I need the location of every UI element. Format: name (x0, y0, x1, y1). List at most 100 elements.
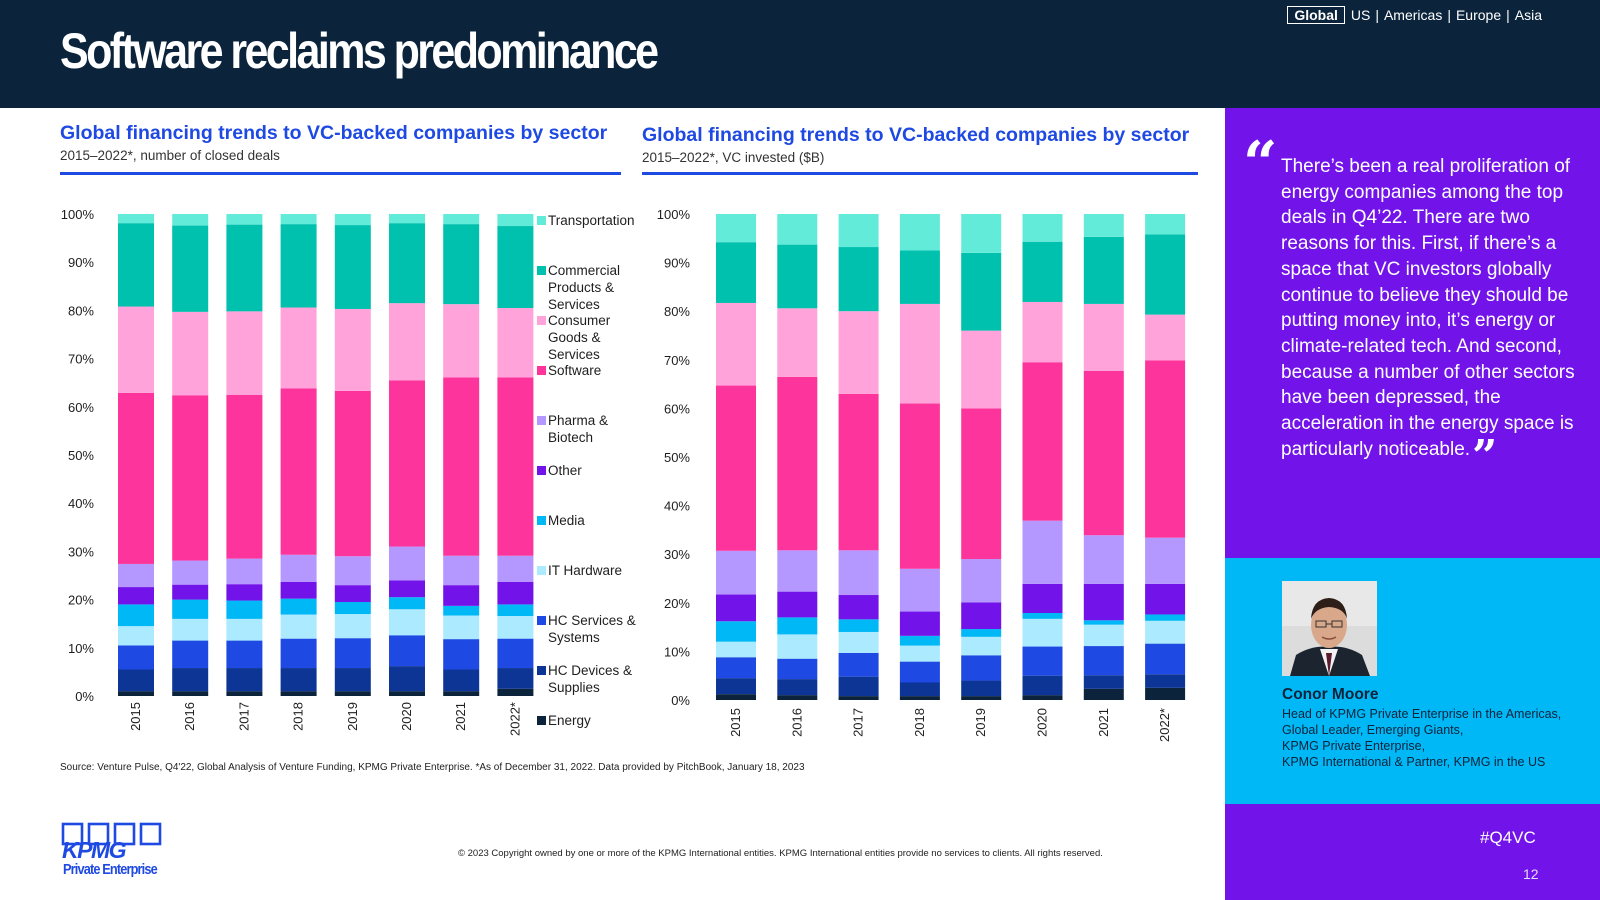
bar-segment-hc-services-systems-2022 (1145, 643, 1186, 675)
bar-segment-consumer-goods-services-2019 (334, 308, 371, 391)
bar-segment-software-2022 (1145, 360, 1186, 538)
region-separator: | (1447, 7, 1451, 23)
bar-segment-energy-2022 (497, 688, 534, 696)
bar-segment-hc-services-systems-2015 (716, 657, 756, 679)
bar-segment-energy-2019 (334, 691, 371, 696)
region-tab-europe[interactable]: Europe (1455, 7, 1502, 23)
person-role-line: Head of KPMG Private Enterprise in the A… (1282, 707, 1562, 721)
bar-segment-consumer-goods-services-2016 (777, 308, 818, 377)
bar-segment-media-2020 (1022, 613, 1063, 619)
bar-segment-it-hardware-2021 (1083, 624, 1124, 647)
bar-segment-pharma-biotech-2021 (1083, 535, 1124, 584)
bar-segment-pharma-biotech-2015 (716, 550, 756, 595)
legend-label-consumer-goods-services: Services (548, 347, 600, 362)
bar-segment-consumer-goods-services-2015 (118, 306, 154, 393)
deals-chart-title: Global financing trends to VC-backed com… (60, 122, 608, 144)
bar-segment-transportation-2022 (497, 214, 534, 227)
bar-segment-hc-services-systems-2022 (497, 638, 534, 669)
region-tab-us[interactable]: US (1350, 7, 1371, 23)
bar-segment-commercial-products-services-2018 (280, 224, 317, 308)
bar-segment-hc-devices-supplies-2019 (334, 668, 371, 692)
legend-label-energy: Energy (548, 713, 591, 728)
bar-segment-media-2015 (716, 621, 756, 642)
bar-segment-media-2019 (334, 602, 371, 615)
bar-segment-hc-services-systems-2020 (389, 635, 425, 667)
header-bar: Software reclaims predominance Global US… (0, 0, 1600, 108)
page-title: Software reclaims predominance (60, 23, 659, 79)
bar-segment-hc-services-systems-2021 (443, 639, 480, 670)
bar-segment-software-2018 (280, 388, 317, 555)
bar-segment-media-2021 (1083, 620, 1124, 625)
bar-segment-hc-devices-supplies-2020 (389, 666, 425, 692)
x-category-label: 2019 (973, 708, 988, 737)
legend-label-pharma-biotech: Pharma & (548, 413, 608, 428)
bar-segment-pharma-biotech-2018 (280, 554, 317, 582)
bar-segment-energy-2016 (172, 691, 209, 696)
y-tick-label: 80% (68, 303, 94, 318)
y-tick-label: 100% (657, 207, 691, 222)
x-category-label: 2021 (453, 702, 468, 731)
x-category-label: 2019 (345, 702, 360, 731)
y-tick-label: 70% (68, 352, 94, 367)
region-tab-global[interactable]: Global (1287, 6, 1345, 24)
close-quote-mark: ” (1472, 430, 1498, 482)
bar-segment-commercial-products-services-2022 (497, 226, 534, 308)
x-category-label: 2022* (1157, 708, 1172, 742)
bar-segment-software-2020 (1022, 362, 1063, 521)
bar-segment-other-2016 (172, 584, 209, 600)
bar-segment-it-hardware-2022 (1145, 620, 1186, 644)
x-category-label: 2016 (182, 702, 197, 731)
legend-label-software: Software (548, 363, 601, 378)
person-panel: Conor Moore Head of KPMG Private Enterpr… (1225, 558, 1600, 804)
bar-segment-other-2022 (497, 581, 534, 605)
x-category-label: 2015 (728, 708, 743, 737)
legend-swatch-hc-devices-supplies (537, 666, 546, 675)
kpmg-logo-subtitle: Private Enterprise (63, 861, 158, 878)
legend-label-hc-devices-supplies: HC Devices & (548, 663, 632, 678)
bar-segment-commercial-products-services-2018 (899, 250, 940, 304)
bar-segment-transportation-2018 (280, 214, 317, 225)
region-separator: | (1375, 7, 1379, 23)
bar-segment-software-2021 (443, 377, 480, 556)
bar-segment-transportation-2020 (389, 214, 425, 224)
bar-segment-hc-devices-supplies-2021 (443, 669, 480, 692)
bar-segment-transportation-2016 (172, 214, 209, 226)
bar-segment-consumer-goods-services-2021 (443, 304, 480, 378)
bar-segment-hc-devices-supplies-2016 (172, 668, 209, 692)
hashtag: #Q4VC (1480, 828, 1536, 847)
deals-chart-subtitle: 2015–2022*, number of closed deals (60, 148, 280, 163)
bar-segment-pharma-biotech-2021 (443, 555, 480, 586)
bar-segment-energy-2015 (716, 694, 756, 700)
invested-by-sector-chart: 0% 10% 20% 30% 40% 50% 60% 70% 80% 90% 100% 2015 201… (657, 207, 1186, 742)
bar-segment-energy-2020 (389, 691, 425, 696)
bar-segment-consumer-goods-services-2020 (389, 303, 425, 381)
legend-swatch-consumer-goods-services (537, 316, 546, 325)
bar-segment-it-hardware-2017 (226, 618, 263, 641)
bar-segment-other-2018 (280, 581, 317, 599)
legend-label-hc-services-systems: HC Services & (548, 613, 636, 628)
bar-segment-pharma-biotech-2018 (899, 568, 940, 612)
bar-segment-software-2019 (334, 390, 371, 557)
bar-segment-energy-2019 (961, 696, 1002, 700)
person-role-line: KPMG International & Partner, KPMG in th… (1282, 755, 1546, 769)
bar-segment-hc-devices-supplies-2021 (1083, 675, 1124, 689)
bar-segment-media-2019 (961, 629, 1002, 637)
bar-segment-pharma-biotech-2017 (226, 558, 263, 585)
bar-segment-media-2022 (497, 604, 534, 616)
person-role-line: KPMG Private Enterprise, (1282, 739, 1426, 753)
region-tab-americas[interactable]: Americas (1383, 7, 1443, 23)
kpmg-logo: KPMG (61, 822, 162, 863)
bar-segment-hc-services-systems-2017 (226, 640, 263, 669)
y-tick-label: 20% (68, 593, 94, 608)
bar-segment-consumer-goods-services-2015 (716, 302, 756, 386)
region-tab-asia[interactable]: Asia (1514, 7, 1542, 23)
invested-chart-title: Global financing trends to VC-backed com… (642, 124, 1190, 146)
bar-segment-energy-2022 (1145, 687, 1186, 700)
bar-segment-energy-2017 (226, 691, 263, 696)
bar-segment-other-2020 (1022, 583, 1063, 614)
bar-segment-software-2016 (172, 395, 209, 561)
legend-label-commercial-products-services: Products & (548, 280, 614, 295)
bar-segment-software-2020 (389, 380, 425, 547)
y-tick-label: 0% (75, 689, 94, 704)
bar-segment-hc-devices-supplies-2018 (899, 682, 940, 697)
